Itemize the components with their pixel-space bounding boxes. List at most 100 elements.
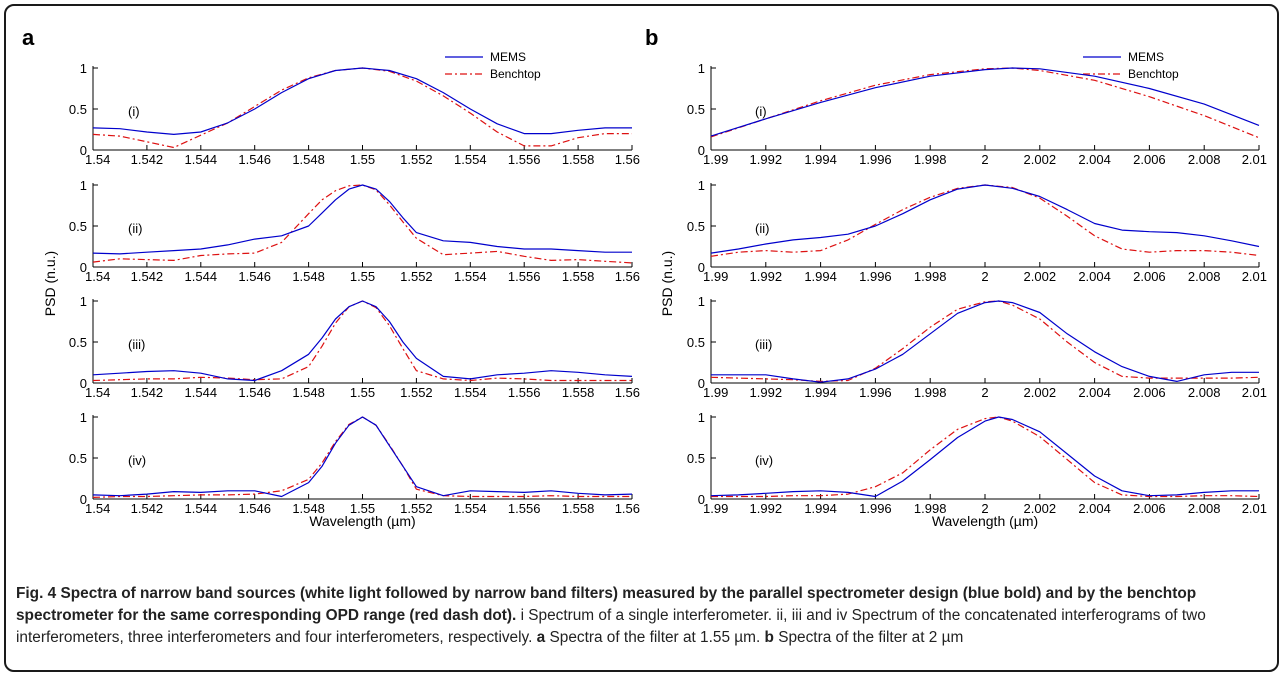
x-tick-label: 2.006	[1133, 501, 1166, 516]
x-tick-label: 1.556	[508, 152, 541, 167]
caption-title: Fig. 4 Spectra of narrow band sources (w…	[16, 585, 1197, 624]
x-tick-label: 1.544	[185, 152, 218, 167]
x-tick-label: 1.992	[750, 385, 783, 400]
x-tick-label: 2	[981, 501, 988, 516]
x-tick-label: 2.01	[1242, 385, 1267, 400]
x-tick-label: 1.544	[185, 501, 218, 516]
x-tick-label: 1.54	[85, 385, 110, 400]
subplot-label: (iii)	[128, 337, 145, 352]
x-tick-label: 1.992	[750, 269, 783, 284]
x-tick-label: 1.994	[804, 152, 837, 167]
x-tick-label: 1.556	[508, 385, 541, 400]
x-tick-label: 1.544	[185, 269, 218, 284]
y-tick-label: 1	[698, 178, 705, 193]
caption-a-letter: a	[536, 629, 546, 646]
subplot-2: 0 0.5 1 1.54 1.542 1.544 1.546 1.548 1.55 1.552 1.…	[69, 178, 640, 284]
y-tick-label: 0.5	[69, 335, 87, 350]
x-tick-label: 1.56	[615, 152, 640, 167]
subplot-4: 0 0.5 1 1.54 1.542 1.544 1.546 1.548 1.55 1.552 1.…	[69, 410, 640, 516]
x-tick-label: 2.004	[1078, 385, 1111, 400]
x-tick-label: 2.008	[1188, 501, 1221, 516]
y-tick-label: 0	[80, 492, 87, 507]
x-tick-label: 1.546	[238, 269, 271, 284]
y-tick-label: 0.5	[69, 219, 87, 234]
x-tick-label: 1.55	[350, 501, 375, 516]
x-tick-label: 1.554	[454, 385, 487, 400]
x-tick-label: 1.992	[750, 152, 783, 167]
x-tick-label: 1.548	[292, 501, 325, 516]
x-tick-label: 1.998	[914, 269, 947, 284]
x-tick-label: 1.55	[350, 269, 375, 284]
x-tick-label: 1.552	[400, 269, 433, 284]
x-tick-label: 2	[981, 152, 988, 167]
caption-a-text: Spectra of the filter at 1.55 µm.	[545, 629, 765, 646]
x-tick-label: 1.546	[238, 385, 271, 400]
y-tick-label: 1	[80, 294, 87, 309]
x-tick-label: 1.556	[508, 269, 541, 284]
x-tick-label: 1.994	[804, 501, 837, 516]
figure-caption: Fig. 4 Spectra of narrow band sources (w…	[16, 583, 1271, 649]
series-line-mems	[710, 184, 1260, 254]
x-tick-label: 2.002	[1024, 501, 1057, 516]
x-tick-label: 2.006	[1133, 269, 1166, 284]
x-tick-label: 1.558	[562, 269, 595, 284]
y-tick-label: 0.5	[687, 219, 705, 234]
series-line-benchtop	[711, 416, 1260, 498]
x-tick-label: 1.548	[292, 152, 325, 167]
series-line-mems	[92, 67, 632, 135]
series-line-mems	[92, 184, 632, 255]
subplot-label: (iv)	[755, 453, 773, 468]
x-tick-label: 1.544	[185, 385, 218, 400]
y-tick-label: 1	[698, 294, 705, 309]
subplot-3: 0 0.5 1 1.54 1.542 1.544 1.546 1.548 1.55 1.552 1.…	[69, 294, 640, 400]
panel-letter: a	[22, 25, 35, 50]
x-tick-label: 2.004	[1078, 269, 1111, 284]
caption-b-text: Spectra of the filter at 2 µm	[773, 629, 964, 646]
x-tick-label: 1.56	[615, 501, 640, 516]
y-tick-label: 0	[80, 260, 87, 275]
x-tick-label: 2.006	[1133, 152, 1166, 167]
x-tick-label: 2.004	[1078, 501, 1111, 516]
subplot-2: 0 0.5 1 1.99 1.992 1.994 1.996 1.998 2 2.002 2.004…	[687, 178, 1267, 284]
subplot-label: (ii)	[755, 221, 769, 236]
x-tick-label: 1.998	[914, 501, 947, 516]
x-tick-label: 1.546	[238, 152, 271, 167]
series-line-benchtop	[92, 300, 632, 382]
y-tick-label: 1	[698, 410, 705, 425]
x-tick-label: 1.994	[804, 269, 837, 284]
x-tick-label: 1.998	[914, 385, 947, 400]
series-line-benchtop	[92, 184, 633, 264]
series-line-benchtop	[92, 67, 632, 149]
series-line-benchtop	[710, 300, 1260, 382]
subplot-1: 0 0.5 1 1.99 1.992 1.994 1.996 1.998 2 2.002 2.004…	[687, 61, 1267, 167]
x-tick-label: 2.01	[1242, 269, 1267, 284]
legend-label-benchtop: Benchtop	[1128, 67, 1179, 81]
x-tick-label: 1.554	[454, 501, 487, 516]
figure-frame	[4, 4, 1279, 672]
x-tick-label: 1.56	[615, 269, 640, 284]
caption-b-letter: b	[764, 629, 774, 646]
x-tick-label: 1.554	[454, 152, 487, 167]
subplot-label: (iii)	[755, 337, 772, 352]
x-tick-label: 1.558	[562, 385, 595, 400]
y-tick-label: 0	[698, 492, 705, 507]
x-tick-label: 1.99	[703, 152, 728, 167]
subplot-label: (iv)	[128, 453, 146, 468]
x-tick-label: 1.56	[615, 385, 640, 400]
x-tick-label: 2.002	[1024, 152, 1057, 167]
x-tick-label: 1.542	[131, 385, 164, 400]
subplot-label: (ii)	[128, 221, 142, 236]
series-line-benchtop	[92, 416, 632, 498]
y-tick-label: 0.5	[69, 451, 87, 466]
x-tick-label: 1.548	[292, 385, 325, 400]
y-tick-label: 0	[698, 376, 705, 391]
x-tick-label: 1.54	[85, 269, 110, 284]
y-tick-label: 0	[698, 260, 705, 275]
subplot-3: 0 0.5 1 1.99 1.992 1.994 1.996 1.998 2 2.002 2.004…	[687, 294, 1267, 400]
x-tick-label: 1.558	[562, 501, 595, 516]
x-tick-label: 1.556	[508, 501, 541, 516]
y-tick-label: 1	[80, 61, 87, 76]
y-tick-label: 0.5	[687, 102, 705, 117]
